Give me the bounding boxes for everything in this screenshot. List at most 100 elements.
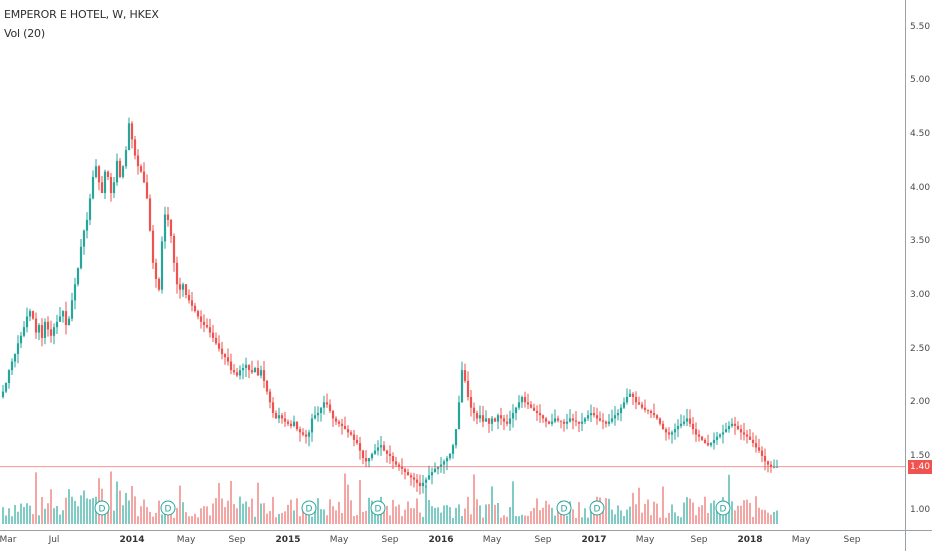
volume-bar	[539, 510, 541, 524]
candle-body	[343, 425, 347, 430]
candle-body	[178, 284, 182, 290]
volume-bar	[650, 515, 652, 524]
volume-bar	[299, 516, 301, 524]
candle-body	[544, 418, 548, 422]
volume-bar	[62, 510, 64, 524]
candle-body	[175, 262, 179, 285]
volume-bar	[335, 510, 337, 524]
candle-body	[424, 479, 428, 483]
volume-bar	[398, 504, 400, 524]
candle-body	[31, 311, 35, 319]
volume-bar	[386, 505, 388, 524]
volume-bar	[587, 517, 589, 524]
candle-body	[403, 468, 407, 473]
volume-bar	[149, 511, 151, 524]
candle-body	[169, 219, 173, 236]
dividend-marker-icon	[370, 500, 386, 516]
volume-bar	[470, 514, 472, 524]
volume-bar	[605, 498, 607, 524]
volume-bar	[677, 515, 679, 524]
volume-bar	[38, 515, 40, 524]
candle-body	[616, 413, 620, 416]
volume-bar	[428, 500, 430, 524]
candle-body	[490, 418, 494, 424]
candle-body	[202, 321, 206, 326]
volume-bar	[746, 499, 748, 524]
candle-body	[58, 316, 62, 322]
volume-bar	[665, 517, 667, 524]
volume-bar	[113, 510, 115, 524]
candle-body	[130, 123, 134, 140]
candle-body	[166, 214, 170, 220]
volume-bar	[764, 510, 766, 524]
candle-body	[412, 477, 416, 480]
price-tick-label: 1.50	[910, 450, 931, 461]
candle-body	[139, 166, 143, 172]
candle-body	[34, 318, 38, 333]
volume-bar	[491, 486, 493, 524]
candle-body	[205, 325, 209, 328]
volume-bar	[611, 509, 613, 524]
dividend-marker-label: D	[720, 505, 727, 515]
volume-bar	[224, 507, 226, 524]
volume-bar	[359, 480, 361, 524]
volume-bar	[71, 496, 73, 524]
dividend-marker-icon	[94, 500, 110, 516]
candle-body	[280, 415, 284, 419]
volume-bar	[83, 490, 85, 524]
volume-bar	[440, 512, 442, 524]
volume-bar	[464, 508, 466, 524]
volume-bar	[575, 517, 577, 524]
volume-bar	[404, 509, 406, 524]
volume-bar	[329, 499, 331, 524]
volume-bar	[23, 507, 25, 524]
volume-bar	[8, 508, 10, 524]
volume-bar	[68, 489, 70, 524]
volume-bar	[356, 515, 358, 524]
candle-body	[418, 482, 422, 487]
candle-body	[739, 429, 743, 433]
volume-bar	[173, 517, 175, 524]
candle-body	[1, 391, 5, 397]
chart-legend: EMPEROR E HOTEL, W, HKEX Vol (20)	[4, 5, 159, 43]
candle-body	[355, 439, 359, 444]
candle-body	[646, 409, 650, 411]
volume-bar	[218, 482, 220, 524]
candle-body	[298, 429, 302, 433]
candle-body	[430, 472, 434, 476]
volume-bar	[281, 512, 283, 524]
volume-bar	[116, 481, 118, 524]
volume-bar	[41, 496, 43, 524]
volume-bar	[197, 517, 199, 524]
candle-body	[442, 461, 446, 465]
volume-bar	[200, 508, 202, 524]
volume-bar	[227, 500, 229, 524]
volume-bar	[674, 512, 676, 524]
volume-bar	[737, 505, 739, 524]
candle-body	[760, 450, 764, 456]
volume-bar	[527, 515, 529, 524]
price-axis[interactable]: 1.00 1.50 2.00 2.50 3.00 3.50 4.00 4.50 5.00 5.50	[905, 0, 932, 530]
candle-body	[607, 421, 611, 424]
candle-body	[673, 429, 677, 433]
time-axis[interactable]: Mar Jul 2014 May Sep 2015 May Sep 2016 May Sep 2017…	[0, 530, 905, 551]
candle-body	[634, 396, 638, 403]
candle-body	[235, 372, 239, 376]
volume-bar	[215, 498, 217, 524]
candle-body	[409, 475, 413, 478]
candle-body	[214, 337, 218, 344]
volume-bar	[302, 507, 304, 524]
volume-bar	[305, 509, 307, 524]
volume-bar	[512, 481, 514, 524]
candle-body	[496, 415, 500, 422]
candle-body	[469, 396, 473, 408]
volume-bar	[497, 503, 499, 524]
volume-bar	[353, 516, 355, 524]
volume-bar	[641, 512, 643, 524]
candle-body	[10, 361, 14, 371]
candle-body	[250, 370, 254, 373]
candle-body	[769, 464, 773, 467]
volume-bar	[362, 511, 364, 524]
